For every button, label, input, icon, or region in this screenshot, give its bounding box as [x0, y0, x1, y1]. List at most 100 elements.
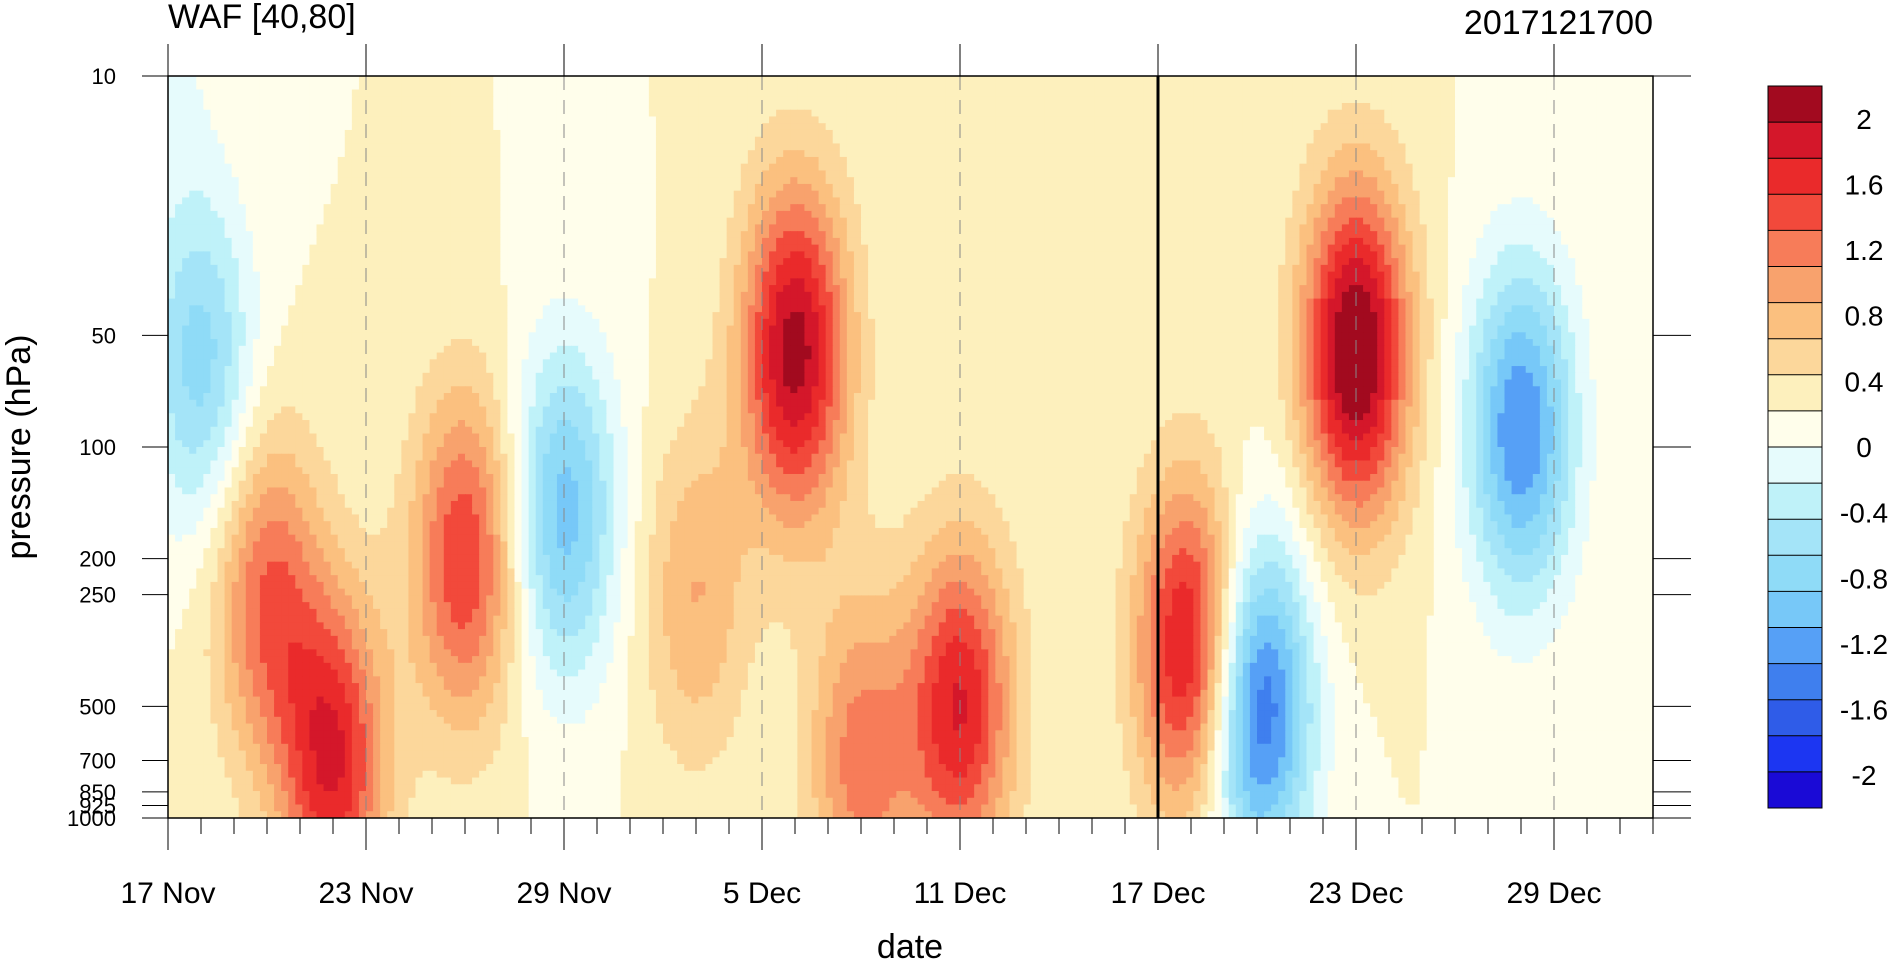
field-cell	[847, 170, 855, 177]
field-cell	[394, 89, 402, 96]
field-cell	[1215, 96, 1223, 103]
field-cell	[529, 150, 537, 157]
field-cell	[437, 110, 445, 117]
field-cell	[515, 184, 523, 191]
field-cell	[1278, 110, 1286, 117]
field-cell	[599, 110, 607, 117]
field-cell	[981, 197, 989, 204]
field-cell	[698, 123, 706, 130]
field-cell	[267, 204, 275, 211]
field-cell	[430, 116, 438, 123]
field-cell	[1243, 150, 1251, 157]
field-cell	[606, 96, 614, 103]
field-cell	[628, 204, 636, 211]
field-cell	[189, 177, 197, 184]
field-cell	[359, 224, 367, 231]
field-cell	[189, 150, 197, 157]
field-cell	[1321, 150, 1329, 157]
field-cell	[430, 123, 438, 130]
field-cell	[642, 123, 650, 130]
field-cell	[1094, 191, 1102, 198]
field-cell	[1462, 103, 1470, 110]
field-cell	[423, 231, 431, 238]
field-cell	[847, 204, 855, 211]
field-cell	[1505, 157, 1513, 164]
field-cell	[1455, 177, 1463, 184]
field-cell	[515, 211, 523, 218]
field-cell	[1476, 123, 1484, 130]
field-cell	[1434, 130, 1442, 137]
field-cell	[1101, 150, 1109, 157]
field-cell	[698, 143, 706, 150]
field-cell	[500, 211, 508, 218]
field-cell	[536, 157, 544, 164]
field-cell	[267, 89, 275, 96]
field-cell	[366, 177, 374, 184]
field-cell	[479, 143, 487, 150]
field-cell	[1462, 184, 1470, 191]
field-cell	[182, 184, 190, 191]
field-cell	[889, 89, 897, 96]
field-cell	[557, 231, 565, 238]
field-cell	[1618, 150, 1626, 157]
field-cell	[1533, 137, 1541, 144]
field-cell	[875, 184, 883, 191]
field-cell	[656, 157, 664, 164]
field-cell	[1618, 103, 1626, 110]
field-cell	[585, 157, 593, 164]
field-cell	[1200, 137, 1208, 144]
field-cell	[1455, 110, 1463, 117]
field-cell	[1554, 83, 1562, 90]
field-cell	[387, 123, 395, 130]
field-cell	[1017, 211, 1025, 218]
field-cell	[1568, 143, 1576, 150]
field-cell	[1483, 143, 1491, 150]
field-cell	[790, 204, 798, 211]
field-cell	[394, 218, 402, 225]
field-cell	[1059, 204, 1067, 211]
field-cell	[1045, 170, 1053, 177]
field-cell	[1307, 130, 1315, 137]
field-cell	[1010, 177, 1018, 184]
field-cell	[493, 157, 501, 164]
field-cell	[1321, 137, 1329, 144]
field-cell	[663, 143, 671, 150]
field-cell	[833, 157, 841, 164]
field-cell	[783, 150, 791, 157]
field-cell	[225, 110, 233, 117]
field-cell	[776, 191, 784, 198]
field-cell	[578, 157, 586, 164]
field-cell	[911, 83, 919, 90]
field-cell	[239, 123, 247, 130]
field-cell	[727, 150, 735, 157]
field-cell	[168, 157, 176, 164]
field-cell	[444, 116, 452, 123]
field-cell	[401, 218, 409, 225]
field-cell	[1285, 130, 1293, 137]
field-cell	[430, 137, 438, 144]
field-cell	[196, 110, 204, 117]
field-cell	[359, 110, 367, 117]
field-cell	[1618, 204, 1626, 211]
field-cell	[423, 150, 431, 157]
field-cell	[1285, 137, 1293, 144]
field-cell	[550, 204, 558, 211]
field-cell	[1307, 76, 1315, 83]
field-cell	[776, 170, 784, 177]
field-cell	[1462, 191, 1470, 198]
field-cell	[515, 157, 523, 164]
field-cell	[550, 110, 558, 117]
field-cell	[465, 218, 473, 225]
field-cell	[1172, 103, 1180, 110]
field-cell	[1307, 184, 1315, 191]
field-cell	[974, 76, 982, 83]
field-cell	[232, 110, 240, 117]
field-cell	[988, 164, 996, 171]
field-cell	[819, 184, 827, 191]
field-cell	[925, 211, 933, 218]
field-cell	[1094, 130, 1102, 137]
field-cell	[1582, 103, 1590, 110]
field-cell	[373, 123, 381, 130]
field-cell	[1200, 110, 1208, 117]
field-cell	[762, 150, 770, 157]
